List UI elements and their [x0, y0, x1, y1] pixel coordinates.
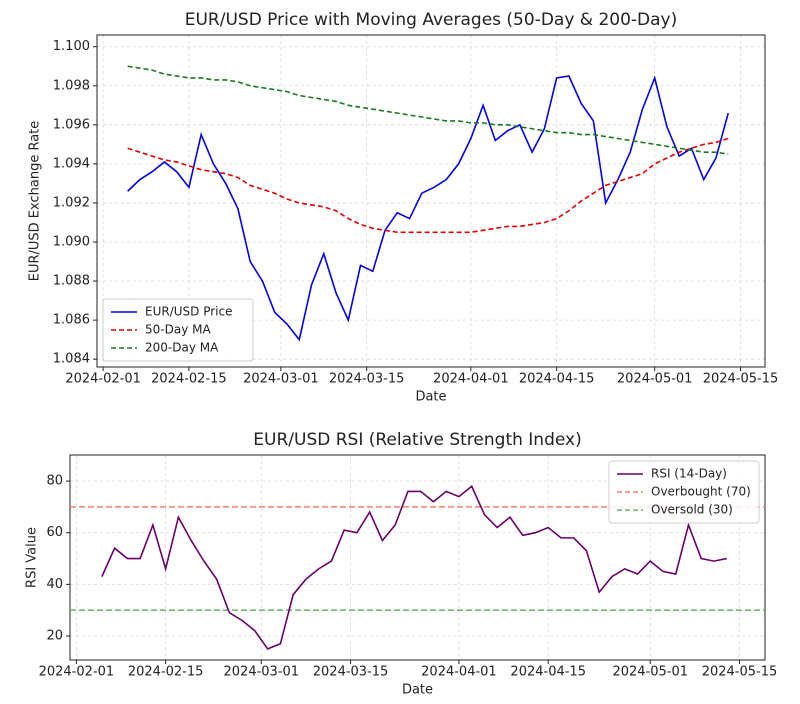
chart-title: EUR/USD Price with Moving Averages (50-D… — [185, 10, 678, 30]
x-tick-label: 2024-02-15 — [151, 372, 227, 387]
x-tick-label: 2024-02-15 — [128, 665, 204, 680]
x-tick-label: 2024-05-01 — [612, 665, 688, 680]
x-tick-label: 2024-02-01 — [39, 665, 115, 680]
series-line — [127, 137, 729, 234]
x-tick-label: 2024-03-01 — [224, 665, 300, 680]
x-tick-label: 2024-05-01 — [617, 372, 693, 387]
legend-label: Overbought (70) — [651, 485, 751, 499]
x-tick-label: 2024-03-15 — [313, 665, 389, 680]
x-tick-label: 2024-04-01 — [433, 372, 509, 387]
series-line — [127, 65, 729, 155]
x-tick-label: 2024-04-01 — [421, 665, 497, 680]
chart-title: EUR/USD RSI (Relative Strength Index) — [253, 430, 581, 450]
y-tick-label: 1.088 — [53, 274, 90, 289]
x-axis-label: Date — [415, 390, 446, 405]
y-tick-label: 1.100 — [53, 39, 90, 54]
x-tick-label: 2024-05-15 — [703, 372, 779, 387]
y-tick-label: 80 — [46, 474, 63, 489]
y-tick-label: 1.090 — [53, 235, 90, 250]
y-tick-label: 60 — [46, 525, 63, 540]
legend-label: RSI (14-Day) — [651, 467, 727, 481]
x-tick-label: 2024-04-15 — [519, 372, 595, 387]
x-tick-label: 2024-03-15 — [329, 372, 405, 387]
x-tick-label: 2024-04-15 — [510, 665, 586, 680]
legend-label: 50-Day MA — [145, 323, 211, 337]
legend-box — [608, 460, 760, 524]
plot-frame — [69, 454, 766, 661]
x-tick-label: 2024-02-01 — [65, 372, 141, 387]
y-tick-label: 1.084 — [53, 352, 90, 367]
x-tick-label: 2024-03-01 — [243, 372, 319, 387]
legend-label: EUR/USD Price — [145, 305, 232, 319]
y-tick-label: 1.098 — [53, 78, 90, 93]
y-tick-label: 1.096 — [53, 117, 90, 132]
plot-frame — [96, 34, 766, 368]
y-axis-label: RSI Value — [25, 527, 40, 588]
y-tick-label: 1.094 — [53, 156, 90, 171]
y-tick-label: 40 — [46, 577, 63, 592]
y-axis-label: EUR/USD Exchange Rate — [28, 121, 43, 282]
series-line — [127, 75, 730, 342]
x-axis-label: Date — [402, 683, 433, 698]
legend-label: 200-Day MA — [145, 341, 219, 355]
y-tick-label: 20 — [46, 628, 63, 643]
y-tick-label: 1.092 — [53, 195, 90, 210]
series-line — [101, 484, 727, 650]
legend-box — [102, 298, 254, 362]
y-tick-label: 1.086 — [53, 313, 90, 328]
x-tick-label: 2024-05-15 — [702, 665, 778, 680]
legend-label: Oversold (30) — [651, 503, 733, 517]
